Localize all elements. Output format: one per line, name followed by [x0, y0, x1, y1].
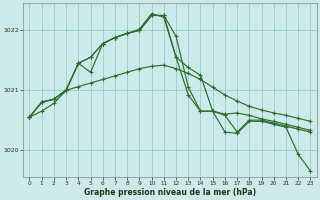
X-axis label: Graphe pression niveau de la mer (hPa): Graphe pression niveau de la mer (hPa)	[84, 188, 256, 197]
